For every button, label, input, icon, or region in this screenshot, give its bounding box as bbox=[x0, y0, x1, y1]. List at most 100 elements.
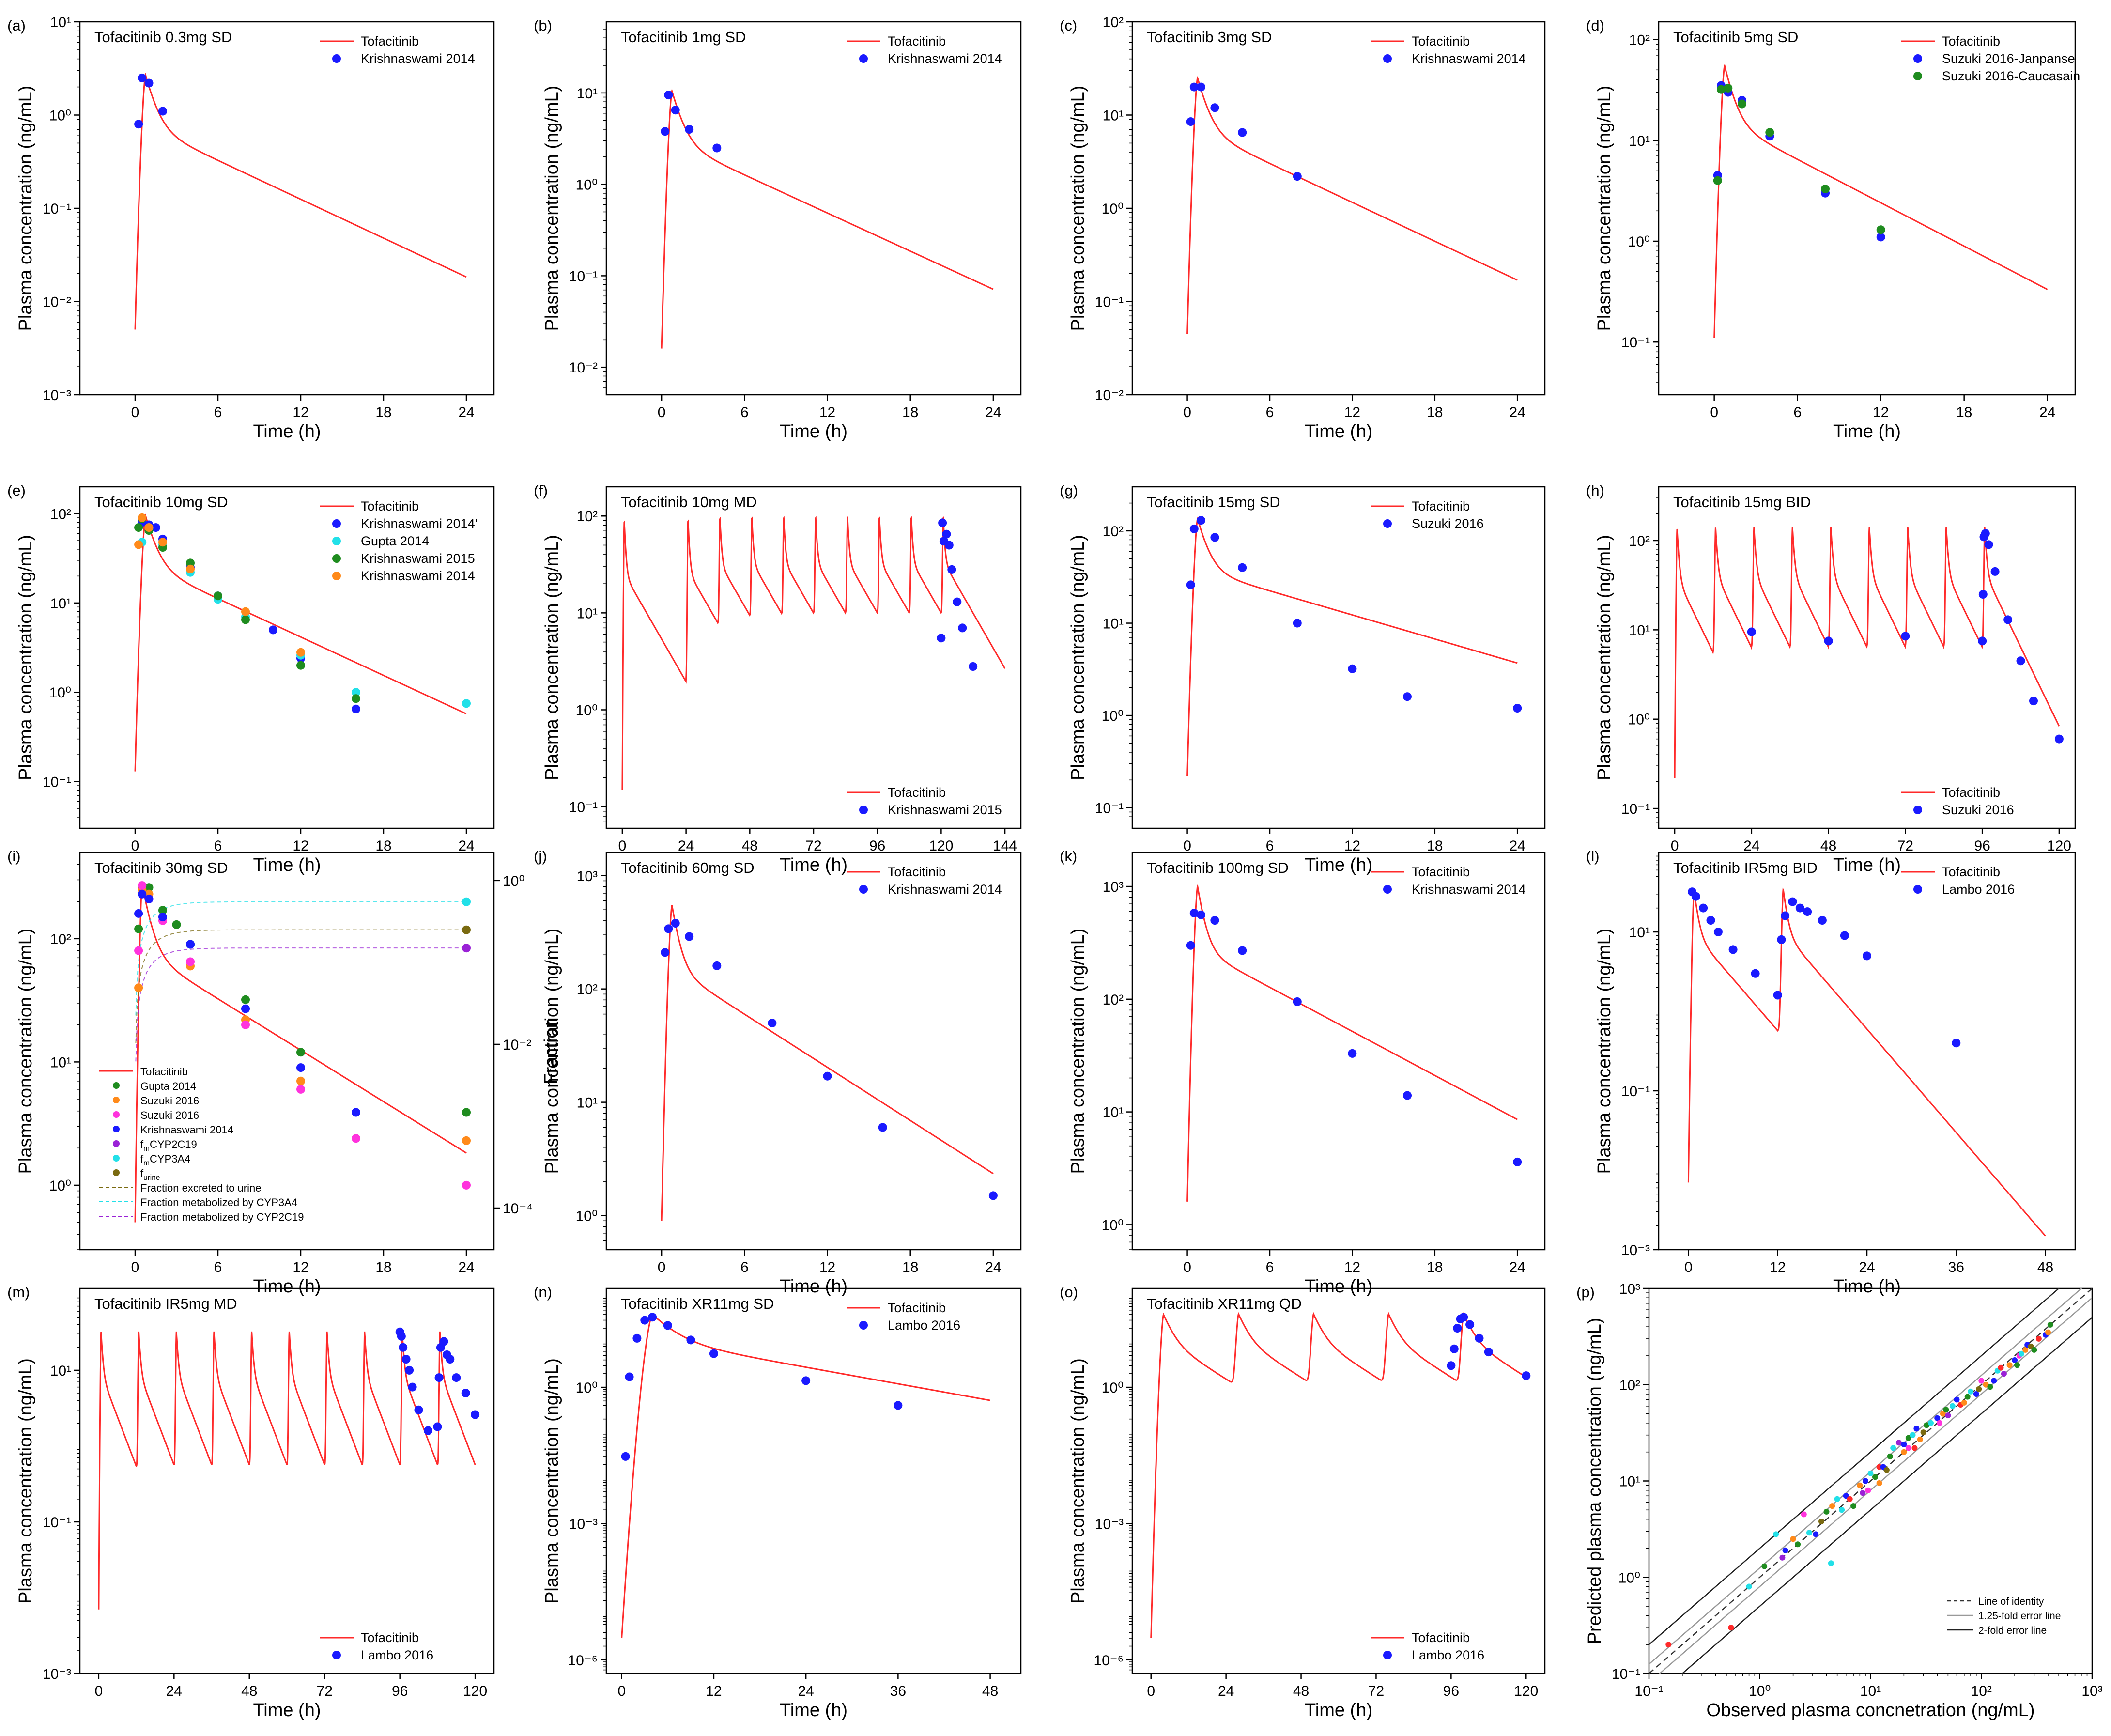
legend-label: fmCYP3A4 bbox=[140, 1153, 190, 1167]
x-tick-label: 6 bbox=[214, 404, 222, 420]
observed-vs-predicted-point bbox=[1911, 1445, 1918, 1451]
y-tick-label: 10² bbox=[1103, 992, 1124, 1008]
y2-axis-label: Fraction bbox=[541, 1018, 561, 1084]
x-tick-label: 6 bbox=[1266, 404, 1274, 420]
observed-point bbox=[944, 541, 954, 550]
chart-panel: 0 6 12 18 24 10⁻² 10⁻¹ 10⁰ 10¹ 10² Time (h) Plasma … bbox=[1060, 15, 1546, 442]
x-tick-label: 0 bbox=[131, 838, 139, 854]
x-tick-label: 96 bbox=[392, 1683, 408, 1699]
observed-vs-predicted-point bbox=[1865, 1487, 1871, 1493]
observed-point bbox=[158, 107, 167, 116]
observed-point bbox=[712, 143, 722, 153]
observed-vs-predicted-point bbox=[1860, 1490, 1866, 1496]
observed-point bbox=[1876, 225, 1885, 234]
observed-point bbox=[158, 906, 167, 915]
observed-point bbox=[134, 946, 143, 955]
observed-vs-predicted-point bbox=[1728, 1625, 1734, 1631]
observed-point bbox=[801, 1376, 811, 1385]
legend-label: Tofacitinib bbox=[1412, 34, 1470, 48]
model-curve-tofacitinib bbox=[1186, 516, 1518, 776]
x-tick-label: 24 bbox=[1218, 1683, 1234, 1699]
observed-point bbox=[1238, 563, 1247, 572]
x-tick-label: 96 bbox=[1974, 838, 1990, 854]
observed-point bbox=[1210, 103, 1219, 112]
observed-point bbox=[1238, 946, 1247, 955]
legend-label: Tofacitinib bbox=[888, 865, 946, 879]
chart-title: Tofacitinib IR5mg BID bbox=[1673, 859, 1818, 876]
y-tick-label: 10¹ bbox=[50, 15, 71, 31]
x-tick-label: 72 bbox=[1368, 1683, 1384, 1699]
y-tick-label: 10³ bbox=[1103, 879, 1124, 895]
model-curve-tofacitinib bbox=[1687, 887, 2046, 1237]
legend-label: Gupta 2014 bbox=[140, 1080, 196, 1092]
observed-point bbox=[621, 1452, 630, 1461]
observed-point bbox=[172, 920, 181, 929]
observed-point bbox=[2016, 656, 2025, 666]
observed-point bbox=[1978, 636, 1987, 646]
observed-vs-predicted-point bbox=[1978, 1378, 1985, 1384]
y-tick-label: 10³ bbox=[577, 868, 598, 884]
observed-point bbox=[352, 694, 360, 703]
x-tick-label: 0 bbox=[1183, 404, 1191, 420]
x-tick-label: 0 bbox=[131, 1259, 139, 1275]
x-axis-label: Time (h) bbox=[780, 1276, 847, 1297]
model-curve-tofacitinib bbox=[1186, 76, 1518, 334]
y-tick-label: 10² bbox=[50, 506, 71, 522]
chart-title: Tofacitinib 15mg SD bbox=[1147, 494, 1280, 511]
chart-title: Tofacitinib 30mg SD bbox=[94, 859, 228, 876]
observed-point bbox=[1777, 935, 1786, 944]
x-tick-label: 96 bbox=[1443, 1683, 1459, 1699]
fraction-curve bbox=[135, 929, 467, 1044]
model-curve-tofacitinib bbox=[661, 88, 994, 349]
observed-vs-predicted-point bbox=[1782, 1547, 1788, 1553]
observed-point bbox=[685, 125, 694, 134]
y-tick-label: 10⁻¹ bbox=[43, 775, 71, 790]
x-axis-label: Time (h) bbox=[780, 1700, 847, 1720]
observed-point bbox=[1751, 969, 1760, 978]
plot-frame bbox=[79, 852, 495, 1251]
observed-point bbox=[1453, 1324, 1462, 1333]
y-tick-label: 10⁻¹ bbox=[1095, 801, 1124, 817]
observed-vs-predicted-point bbox=[1850, 1503, 1857, 1509]
observed-vs-predicted-point bbox=[2045, 1329, 2051, 1335]
observed-vs-predicted-point bbox=[1890, 1445, 1896, 1451]
chart-panel: 0 24 48 72 96 120 10⁻³ 10⁻¹ 10¹ Time (h) Plasma co… bbox=[7, 1284, 495, 1720]
legend: Tofacitinib Krishnaswami 2014 bbox=[1371, 34, 1526, 66]
observed-point bbox=[671, 919, 680, 928]
observed-vs-predicted-point bbox=[1961, 1399, 1967, 1406]
y-tick-label: 10⁻⁶ bbox=[568, 1653, 598, 1669]
chart-panel: 0 6 12 18 24 10⁰ 10¹ 10² 10³ Time (h) Plasma conce… bbox=[1060, 848, 1546, 1297]
legend-marker bbox=[859, 806, 868, 814]
observed-point bbox=[151, 523, 160, 532]
observed-point bbox=[1447, 1361, 1456, 1370]
observed-point bbox=[958, 623, 967, 633]
x-axis-label: Time (h) bbox=[253, 855, 321, 875]
y-tick-label: 10⁰ bbox=[576, 1209, 598, 1224]
x-tick-label: 18 bbox=[375, 1259, 391, 1275]
x-tick-label: 10⁻¹ bbox=[1634, 1683, 1663, 1699]
observed-point bbox=[1484, 1348, 1493, 1357]
legend: Tofacitinib Krishnaswami 2014 bbox=[847, 34, 1002, 66]
x-tick-label: 6 bbox=[214, 1259, 222, 1275]
observed-vs-predicted-point bbox=[1872, 1474, 1878, 1480]
y-tick-label: 10¹ bbox=[1629, 133, 1650, 149]
observed-point bbox=[158, 913, 167, 922]
y-tick-label: 10¹ bbox=[1619, 1474, 1640, 1490]
x-tick-label: 0 bbox=[658, 1259, 666, 1275]
observed-vs-predicted-point bbox=[1828, 1560, 1834, 1566]
legend-label: Tofacitinib bbox=[888, 34, 946, 48]
observed-point bbox=[241, 607, 250, 616]
x-tick-label: 24 bbox=[1510, 404, 1525, 420]
x-tick-label: 12 bbox=[293, 404, 308, 420]
observed-point bbox=[1197, 516, 1205, 525]
observed-point bbox=[671, 106, 680, 115]
observed-point bbox=[712, 961, 722, 970]
observed-point bbox=[1773, 991, 1782, 1000]
observed-point bbox=[134, 983, 143, 992]
observed-point bbox=[1765, 128, 1774, 137]
observed-vs-predicted-point bbox=[1883, 1467, 1890, 1473]
observed-point bbox=[186, 558, 195, 568]
y-tick-label: 10⁰ bbox=[1618, 1570, 1640, 1586]
chart-panel: 0 6 12 18 24 10⁰ 10¹ 10² Time (h) Plasma concentr… bbox=[7, 848, 561, 1297]
